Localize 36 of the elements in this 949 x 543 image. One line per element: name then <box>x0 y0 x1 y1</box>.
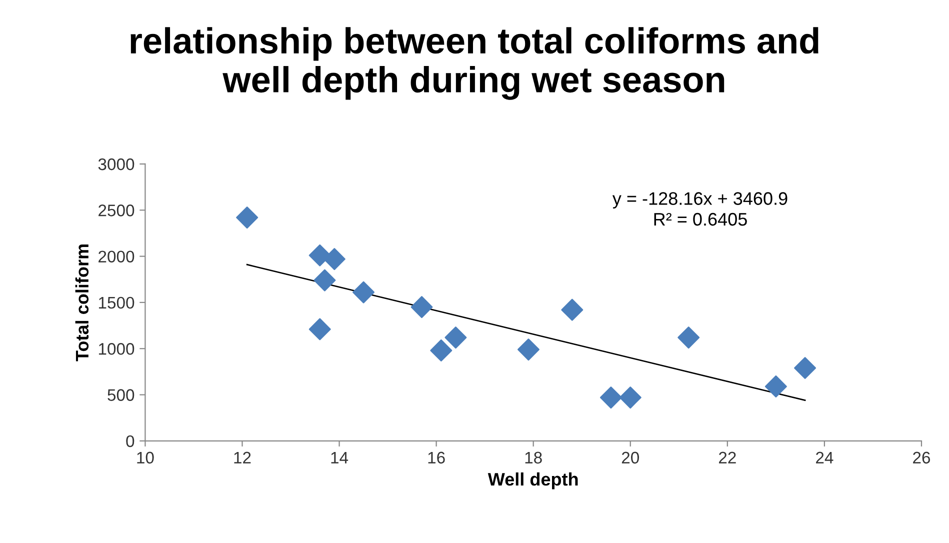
point <box>352 281 375 304</box>
x-tick-label: 24 <box>816 452 834 464</box>
x-tick-label: 16 <box>428 452 445 464</box>
point <box>764 375 787 398</box>
point <box>561 298 584 321</box>
point <box>308 244 331 266</box>
y-tick-label: 3000 <box>98 158 134 170</box>
point <box>517 338 540 361</box>
x-tick-label: 22 <box>718 452 736 464</box>
point <box>444 326 467 349</box>
x-tick-label: 12 <box>234 452 251 464</box>
y-axis-title: Total coliform <box>75 244 89 362</box>
y-tick-label: 500 <box>108 389 134 401</box>
chart-title: relationship between total coliforms and well depth during wet season <box>130 27 818 100</box>
point <box>619 386 642 409</box>
point <box>314 269 336 292</box>
y-tick-label: 2000 <box>98 250 134 262</box>
annotation: y = -128.16x + 3460.9 R² = 0.6405 <box>612 192 788 226</box>
point <box>430 339 452 362</box>
point <box>236 206 258 229</box>
y-tick-label: 2500 <box>98 204 134 216</box>
point <box>410 296 433 318</box>
point <box>678 326 700 349</box>
point <box>600 386 622 409</box>
x-tick-label: 26 <box>913 452 930 464</box>
point <box>794 356 816 379</box>
x-tick-label: 20 <box>622 452 639 464</box>
y-tick-label: 0 <box>126 435 134 448</box>
x-tick-label: 10 <box>137 452 154 464</box>
x-axis-title: Well depth <box>488 472 578 490</box>
y-tick-label: 1500 <box>98 296 134 309</box>
point <box>308 318 331 340</box>
y-tick-label: 1000 <box>98 343 134 355</box>
x-tick-label: 14 <box>331 452 348 464</box>
x-tick-label: 18 <box>525 452 542 464</box>
point <box>323 248 346 270</box>
